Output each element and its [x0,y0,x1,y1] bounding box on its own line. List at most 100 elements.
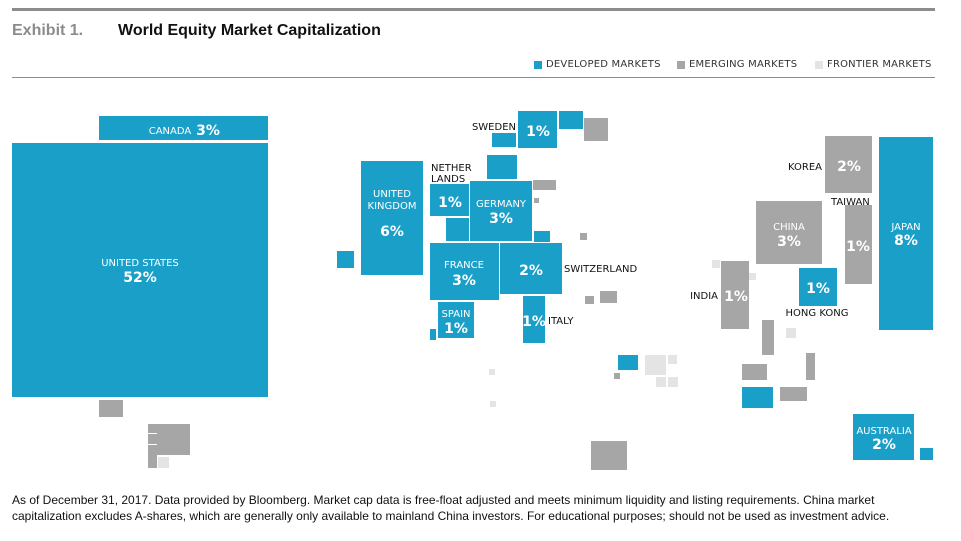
market-tile-small-21 [645,355,666,375]
market-tile-small-25 [489,369,495,375]
market-tile-small-32 [806,353,815,380]
tile-label-hong-kong: HONG KONG [786,308,849,319]
market-tile-small-28 [712,260,720,268]
market-tile-small-0 [99,400,123,417]
market-tile-small-18 [430,329,436,340]
tile-label-japan: JAPAN [890,222,920,233]
tile-china [756,201,822,264]
market-tile-small-16 [585,296,594,304]
market-tile-small-10 [584,118,608,141]
tile-united-kingdom [361,161,423,275]
market-tile-small-13 [446,218,469,241]
market-tile-small-23 [656,377,666,387]
tile-value-hong-kong: 1% [806,281,830,297]
tile-value-china: 3% [777,234,801,250]
header-rule [12,77,935,78]
tile-sweden [518,111,557,148]
tile-united-states [12,143,268,397]
market-tile-small-35 [742,387,773,408]
market-tile-small-11 [533,180,556,190]
market-tile-small-1 [157,424,190,455]
tile-india [721,261,749,329]
tile-value-germany: 3% [489,211,513,227]
tile-italy [523,296,545,343]
legend-swatch-developed [534,61,542,69]
tile-label-germany: GERMANY [476,199,527,210]
market-tile-small-19 [618,355,638,370]
tile-label-united-kingdom-1: KINGDOM [368,201,417,212]
tile-taiwan [845,205,872,284]
tile-label-australia: AUSTRALIA [856,426,912,437]
chart-title: World Equity Market Capitalization [118,22,381,39]
tile-spain [438,302,474,338]
tile-value-switzerland: 2% [519,263,543,279]
market-tile-small-7 [492,133,516,147]
tile-label-united-states: UNITED STATES [101,258,179,269]
tile-japan [879,137,933,330]
market-tile-small-33 [742,364,767,380]
tile-label-canada: CANADA [149,126,192,137]
market-tile-small-36 [920,448,933,460]
market-tile-small-31 [786,328,796,338]
tile-value-japan: 8% [894,233,918,249]
tile-value-india: 1% [724,289,748,305]
tile-value-netherlands: 1% [438,195,462,211]
tile-value-italy: 1% [522,314,546,330]
tile-label-france: FRANCE [444,260,484,271]
top-rule [12,8,935,11]
tile-label-taiwan: TAIWAN [830,197,870,208]
market-tile-small-6 [337,251,354,268]
tile-label-netherlands-0: NETHER [431,163,472,174]
market-tile-small-26 [490,401,496,407]
legend-label-frontier: FRONTIER MARKETS [827,59,932,70]
tile-value-united-states: 52% [123,270,157,286]
market-tile-small-5 [158,457,169,468]
tile-canada [99,116,268,140]
market-tile-small-2 [148,424,157,433]
market-tile-small-4 [148,445,157,468]
tile-value-taiwan: 1% [846,239,870,255]
market-tile-small-27 [591,441,627,470]
market-tile-small-20 [614,373,620,379]
tile-label-india: INDIA [690,291,718,302]
tile-hong-kong [799,268,837,306]
legend-swatch-emerging [677,61,685,69]
legend-swatch-frontier [815,61,823,69]
tile-france [430,243,499,300]
tile-label-korea: KOREA [788,162,822,173]
exhibit-number: Exhibit 1. [12,22,84,39]
tile-label-spain: SPAIN [441,309,470,320]
tile-label-united-kingdom-0: UNITED [373,189,411,200]
market-tile-small-12 [534,198,539,203]
market-tile-small-14 [534,231,550,242]
market-tile-small-22 [668,355,677,364]
tile-label-switzerland: SWITZERLAND [564,264,638,275]
market-tile-small-24 [668,377,678,387]
tile-label-sweden: SWEDEN [472,122,516,133]
tile-netherlands [430,184,469,216]
market-tile-small-8 [487,155,517,179]
tile-value-spain: 1% [444,321,468,337]
tile-korea [825,136,872,193]
tile-germany [470,181,532,241]
tile-value-united-kingdom: 6% [380,224,404,240]
tile-label-italy: ITALY [548,316,574,327]
market-tile-small-15 [580,233,587,240]
market-tile-small-9 [559,111,583,129]
tile-value-canada: 3% [196,123,220,139]
market-tile-small-17 [600,291,617,303]
tile-label-china: CHINA [773,222,805,233]
tile-value-australia: 2% [872,437,896,453]
market-tile-small-30 [762,320,774,355]
tile-label-netherlands-1: LANDS [431,174,465,185]
tile-value-korea: 2% [837,159,861,175]
tile-australia [853,414,914,460]
footnote: As of December 31, 2017. Data provided b… [12,493,890,523]
tile-switzerland [500,243,562,294]
legend-label-developed: DEVELOPED MARKETS [546,59,661,70]
market-tile-small-3 [148,434,157,444]
legend-label-emerging: EMERGING MARKETS [689,59,798,70]
market-tile-small-29 [749,273,756,280]
market-tile-small-34 [780,387,807,401]
